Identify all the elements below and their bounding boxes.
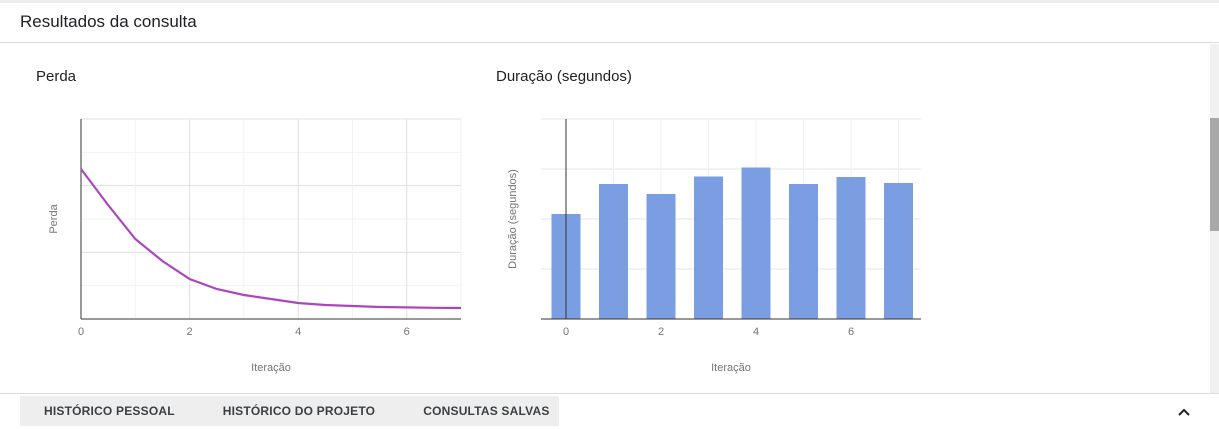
- charts-canvas: 0 2 4 6 Iteração Perda 0 2 4 6 Iteração Duraçã…: [48, 118, 921, 374]
- duration-bar: [646, 194, 676, 319]
- results-header: Resultados da consulta: [0, 3, 1219, 43]
- duration-y-axis-label: Duração (segundos): [507, 169, 519, 269]
- loss-x-tick-label: 4: [295, 326, 301, 338]
- scrollbar-thumb[interactable]: [1210, 118, 1219, 231]
- duration-bar: [789, 184, 818, 319]
- duration-x-tick-label: 2: [658, 326, 664, 338]
- duration-bar: [694, 176, 723, 319]
- duration-x-tick-label: 6: [848, 326, 854, 338]
- history-panel-bar: HISTÓRICO PESSOAL HISTÓRICO DO PROJETO C…: [0, 393, 1219, 427]
- duration-chart: 0 2 4 6 Iteração Duração (segundos): [507, 118, 921, 374]
- loss-chart: 0 2 4 6 Iteração Perda: [48, 118, 462, 374]
- duration-bar: [884, 183, 913, 319]
- loss-y-axis-label: Perda: [48, 203, 60, 233]
- chevron-up-icon: [1178, 408, 1190, 416]
- results-content: Perda Duração (segundos) 0 2 4 6 Iteração P…: [0, 44, 1210, 393]
- duration-bar: [836, 177, 866, 319]
- loss-x-tick-label: 6: [404, 326, 410, 338]
- tab-project-history[interactable]: HISTÓRICO DO PROJETO: [222, 404, 376, 418]
- duration-x-axis-label: Iteração: [711, 362, 751, 374]
- loss-x-axis-label: Iteração: [251, 362, 291, 374]
- history-tabs: HISTÓRICO PESSOAL HISTÓRICO DO PROJETO C…: [20, 396, 559, 426]
- top-divider: [0, 0, 1219, 3]
- tab-saved-queries[interactable]: CONSULTAS SALVAS: [423, 404, 550, 418]
- duration-x-tick-label: 4: [753, 326, 759, 338]
- loss-x-tick-label: 2: [187, 326, 193, 338]
- page-title: Resultados da consulta: [20, 12, 197, 31]
- collapse-button[interactable]: [1172, 400, 1196, 424]
- loss-series-line: [80, 168, 462, 310]
- loss-chart-title: Perda: [36, 68, 77, 85]
- duration-chart-title: Duração (segundos): [496, 68, 632, 85]
- tab-personal-history[interactable]: HISTÓRICO PESSOAL: [44, 404, 175, 418]
- duration-bar: [741, 167, 771, 319]
- duration-bar: [599, 184, 628, 319]
- loss-x-tick-label: 0: [78, 326, 84, 338]
- duration-x-tick-label: 0: [563, 326, 569, 338]
